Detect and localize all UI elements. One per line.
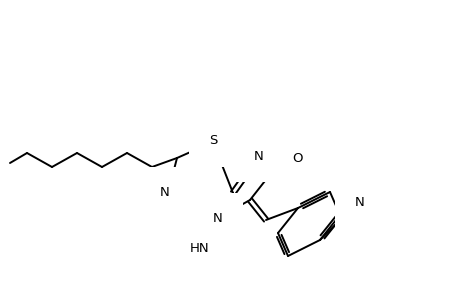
Text: N: N (197, 205, 207, 218)
Text: N: N (213, 212, 223, 226)
Text: N: N (160, 187, 169, 200)
Text: N: N (253, 149, 263, 163)
Text: S: S (208, 134, 217, 148)
Text: O: O (292, 152, 302, 164)
Text: N: N (354, 196, 364, 208)
Text: HN: HN (190, 242, 209, 256)
